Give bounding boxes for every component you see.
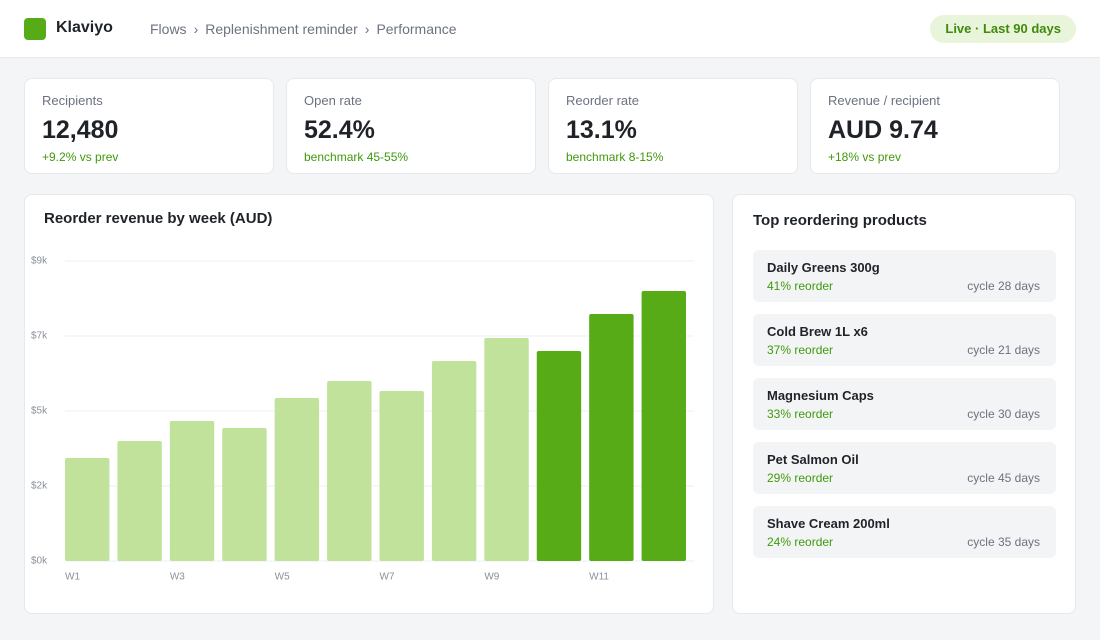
reorder-cycle: cycle 21 days [967, 343, 1040, 357]
crumb[interactable]: Flows [150, 21, 187, 37]
x-tick-label: W1 [65, 572, 80, 583]
breadcrumb: Flows › Replenishment reminder › Performance [150, 21, 457, 37]
kpi-value: 13.1% [566, 116, 637, 144]
top-bar: Klaviyo Flows › Replenishment reminder › Per… [0, 0, 1100, 58]
separator: › [193, 21, 199, 37]
product-row[interactable]: Cold Brew 1L x6 37% reorder cycle 21 days [753, 314, 1056, 366]
reorder-cycle: cycle 35 days [967, 535, 1040, 549]
product-name: Daily Greens 300g [767, 260, 880, 275]
kpi-value: 52.4% [304, 116, 375, 144]
kpi-note: +18% vs prev [828, 150, 902, 164]
bar [327, 381, 372, 561]
product-name: Pet Salmon Oil [767, 452, 859, 467]
chart-title: Reorder revenue by week (AUD) [44, 210, 272, 227]
bar [484, 338, 529, 561]
products-card: Top reordering products Daily Greens 300… [732, 194, 1076, 614]
product-name: Shave Cream 200ml [767, 516, 890, 531]
bar [536, 351, 582, 561]
reorder-rate: 41% reorder [767, 279, 834, 293]
reorder-rate: 24% reorder [767, 535, 834, 549]
y-tick-label: $0k [31, 556, 48, 567]
x-tick-label: W9 [484, 572, 499, 583]
kpi-card: Recipients 12,480 +9.2% vs prev [24, 78, 274, 174]
y-tick-label: $5k [31, 406, 48, 417]
product-row[interactable]: Shave Cream 200ml 24% reorder cycle 35 day… [753, 506, 1056, 558]
kpi-value: AUD 9.74 [828, 116, 938, 144]
bar [431, 361, 477, 561]
brand[interactable]: Klaviyo [56, 19, 113, 36]
product-name: Cold Brew 1L x6 [767, 324, 868, 339]
bar [169, 421, 215, 561]
product-row[interactable]: Magnesium Caps 33% reorder cycle 30 days [753, 378, 1056, 430]
bar [379, 391, 424, 561]
crumb[interactable]: Replenishment reminder [205, 21, 358, 37]
reorder-cycle: cycle 45 days [967, 471, 1040, 485]
x-tick-label: W11 [589, 572, 609, 583]
separator: › [364, 21, 370, 37]
y-tick-label: $7k [31, 331, 48, 342]
y-tick-label: $2k [31, 481, 48, 492]
bar [117, 441, 162, 561]
bar [589, 314, 634, 561]
kpi-card: Open rate 52.4% benchmark 45-55% [286, 78, 536, 174]
kpi-note: +9.2% vs prev [42, 150, 119, 164]
products-title: Top reordering products [753, 212, 927, 229]
reorder-rate: 33% reorder [767, 407, 834, 421]
status-pill[interactable]: Live · Last 90 days [930, 15, 1076, 43]
x-tick-label: W5 [275, 572, 290, 583]
kpi-label: Reorder rate [566, 93, 639, 108]
kpi-label: Recipients [42, 93, 103, 108]
kpi-label: Revenue / recipient [828, 93, 941, 108]
y-tick-label: $9k [31, 256, 48, 267]
reorder-cycle: cycle 30 days [967, 407, 1040, 421]
kpi-label: Open rate [304, 93, 362, 108]
bar [641, 291, 686, 561]
bar [274, 398, 320, 561]
x-tick-label: W7 [380, 572, 395, 583]
product-name: Magnesium Caps [767, 388, 874, 403]
logo [24, 18, 46, 40]
bar [65, 458, 110, 561]
reorder-rate: 29% reorder [767, 471, 834, 485]
chart-card: Reorder revenue by week (AUD) $0k $2k $5k $… [24, 194, 714, 614]
product-row[interactable]: Daily Greens 300g 41% reorder cycle 28 day… [753, 250, 1056, 302]
x-tick-label: W3 [170, 572, 185, 583]
reorder-cycle: cycle 28 days [967, 279, 1040, 293]
kpi-card: Revenue / recipient AUD 9.74 +18% vs prev [810, 78, 1060, 174]
crumb: Performance [376, 21, 457, 37]
kpi-value: 12,480 [42, 116, 119, 144]
reorder-rate: 37% reorder [767, 343, 834, 357]
kpi-note: benchmark 8-15% [566, 150, 664, 164]
kpi-card: Reorder rate 13.1% benchmark 8-15% [548, 78, 798, 174]
kpi-note: benchmark 45-55% [304, 150, 409, 164]
bar [222, 428, 267, 561]
product-row[interactable]: Pet Salmon Oil 29% reorder cycle 45 days [753, 442, 1056, 494]
chart: Reorder revenue by week (AUD) $0k $2k $5k $… [31, 210, 694, 583]
